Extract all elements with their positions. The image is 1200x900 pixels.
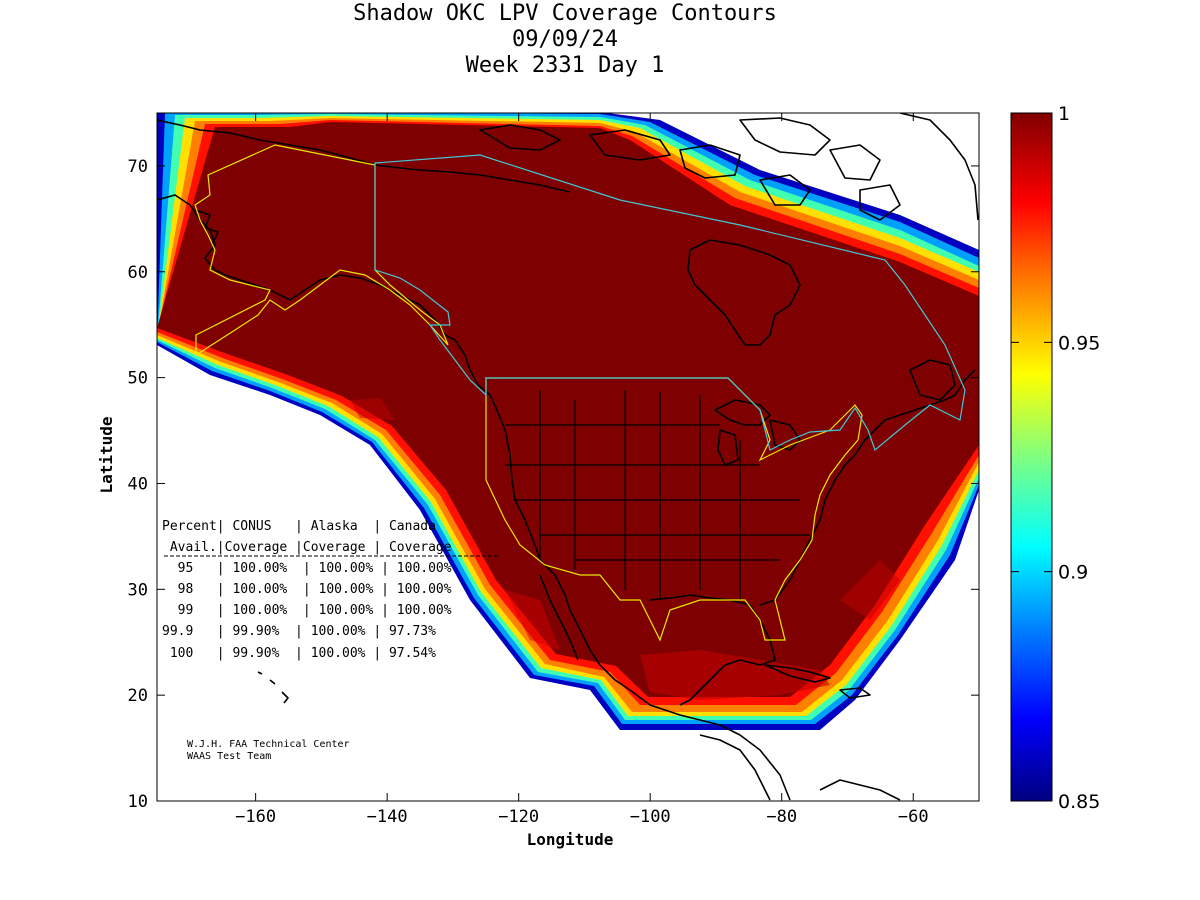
colorbar-tick-label: 1: [1058, 103, 1070, 125]
x-tick-label: −80: [766, 807, 797, 827]
credit-line-1: W.J.H. FAA Technical Center: [187, 739, 350, 750]
colorbar-ticks: 1 0.95 0.9 0.85: [1011, 103, 1100, 813]
coastlines: [157, 113, 979, 801]
x-axis-label: Longitude: [527, 830, 614, 849]
title-line-2: 09/09/24: [512, 27, 618, 52]
contour-band-1: [157, 122, 979, 697]
x-tick-label: −60: [898, 807, 929, 827]
plot-frame: [156, 112, 980, 802]
colorbar-tick-label: 0.9: [1058, 562, 1088, 584]
table-row: 99.9 | 99.90% | 100.00% | 97.73%: [162, 624, 436, 639]
x-tick-label: −160: [235, 807, 276, 827]
colorbar-tick-label: 0.85: [1058, 791, 1100, 813]
y-tick-label: 10: [128, 792, 148, 812]
y-tick-label: 30: [128, 580, 148, 600]
colorbar: 1 0.95 0.9 0.85: [1010, 103, 1100, 813]
colorbar-tick-label: 0.95: [1058, 332, 1100, 354]
table-header-2: Avail.|Coverage |Coverage | Coverage: [162, 540, 452, 555]
y-tick-label: 60: [128, 263, 148, 283]
credit-line-2: WAAS Test Team: [187, 751, 271, 762]
table-row: 95 | 100.00% | 100.00% | 100.00%: [162, 561, 452, 576]
table-header-1: Percent| CONUS | Alaska | Canada: [162, 519, 436, 534]
table-row: 99 | 100.00% | 100.00% | 100.00%: [162, 603, 452, 618]
coverage-contours: [157, 113, 979, 730]
x-axis-ticks: −160 −140 −120 −100 −80 −60: [235, 113, 929, 827]
table-row: 98 | 100.00% | 100.00% | 100.00%: [162, 582, 452, 597]
y-tick-label: 70: [128, 157, 148, 177]
x-tick-label: −120: [498, 807, 539, 827]
y-tick-label: 50: [128, 369, 148, 389]
map-plot-area: [157, 113, 979, 801]
y-axis-ticks: 10 20 30 40 50 60 70: [128, 157, 979, 812]
canada-boundary: [374, 154, 966, 452]
coverage-stats-table: Percent| CONUS | Alaska | Canada Avail.|…: [162, 519, 500, 661]
y-tick-label: 40: [128, 474, 148, 494]
y-axis-label: Latitude: [97, 416, 116, 493]
x-tick-label: −140: [367, 807, 408, 827]
table-row: 100 | 99.90% | 100.00% | 97.54%: [162, 646, 436, 661]
colorbar-gradient: [1010, 112, 1053, 802]
state-boundaries: [505, 390, 810, 600]
x-tick-label: −100: [630, 807, 671, 827]
y-tick-label: 20: [128, 686, 148, 706]
title-line-1: Shadow OKC LPV Coverage Contours: [353, 1, 777, 26]
title-line-3: Week 2331 Day 1: [465, 53, 665, 78]
